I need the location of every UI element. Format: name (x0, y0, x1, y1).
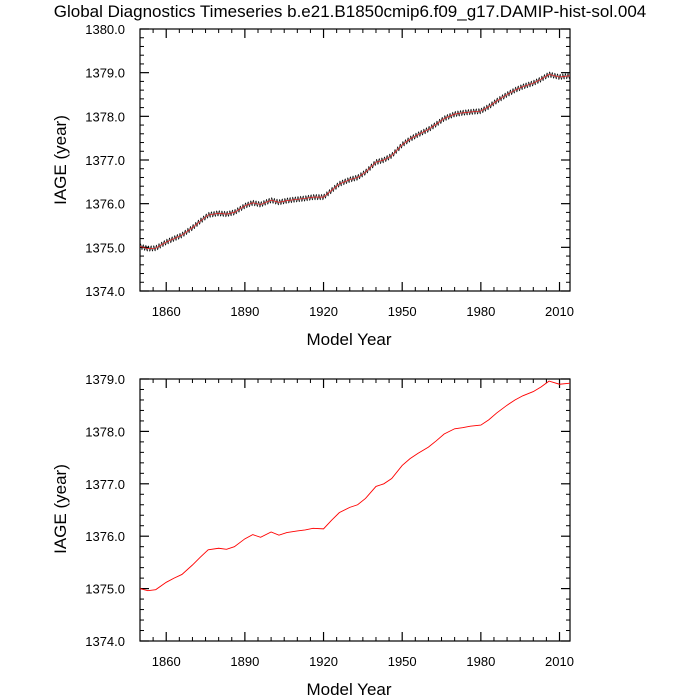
y-tick-label: 1378.0 (85, 424, 125, 439)
y-tick-label: 1379.0 (85, 66, 125, 81)
top-y-axis-title: IAGE (year) (51, 115, 70, 205)
bottom-x-axis-title: Model Year (306, 680, 391, 699)
x-tick-label: 1950 (388, 654, 417, 669)
x-tick-label: 1950 (388, 304, 417, 319)
bottom-y-axis-title: IAGE (year) (51, 464, 70, 554)
smoothed-series-line (140, 74, 570, 249)
y-tick-label: 1377.0 (85, 477, 125, 492)
plot-frame (139, 378, 571, 642)
x-tick-label: 1860 (152, 304, 181, 319)
y-tick-label: 1377.0 (85, 153, 125, 168)
bottom-panel: Model Year IAGE (year) 1860 1890 1920 1950 1… (51, 372, 574, 699)
monthly-series-line (140, 71, 570, 252)
x-tick-label: 1920 (309, 654, 338, 669)
x-tick-label: 1920 (309, 304, 338, 319)
plot-frame (139, 28, 571, 292)
y-tick-label: 1375.0 (85, 582, 125, 597)
y-tick-label: 1374.0 (85, 284, 125, 299)
x-tick-label: 2010 (545, 654, 574, 669)
y-tick-label: 1378.0 (85, 109, 125, 124)
y-tick-label: 1379.0 (85, 372, 125, 387)
figure-title: Global Diagnostics Timeseries b.e21.B185… (54, 2, 646, 21)
x-tick-label: 1890 (230, 654, 259, 669)
annual-series-line (140, 380, 570, 592)
top-panel: Model Year IAGE (year) 1860 1890 1920 1950 1… (51, 22, 574, 349)
x-tick-label: 1980 (466, 654, 495, 669)
y-tick-label: 1376.0 (85, 197, 125, 212)
y-tick-label: 1376.0 (85, 529, 125, 544)
x-tick-label: 1860 (152, 654, 181, 669)
x-tick-label: 2010 (545, 304, 574, 319)
x-tick-label: 1890 (230, 304, 259, 319)
top-x-axis-title: Model Year (306, 330, 391, 349)
y-tick-label: 1380.0 (85, 22, 125, 37)
x-tick-label: 1980 (466, 304, 495, 319)
y-tick-label: 1374.0 (85, 634, 125, 649)
y-tick-label: 1375.0 (85, 240, 125, 255)
